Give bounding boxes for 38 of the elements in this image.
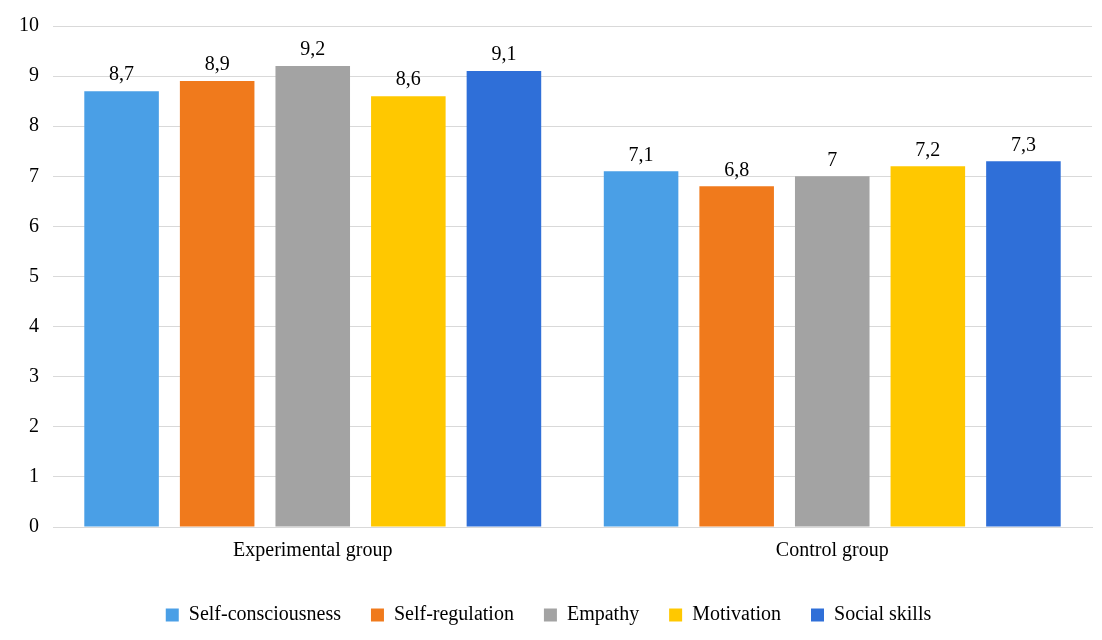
bar: [890, 166, 966, 527]
bar: [794, 176, 870, 527]
y-tick-label: 6: [29, 213, 39, 236]
y-tick-label: 8: [29, 113, 39, 136]
bar: [466, 71, 542, 527]
bar: [371, 96, 446, 527]
data-label: 8,7: [109, 62, 135, 85]
bar: [603, 171, 679, 527]
y-tick-label: 2: [29, 414, 39, 437]
data-label: 6,8: [724, 157, 750, 180]
data-label: 7: [827, 147, 838, 170]
data-label: 9,1: [491, 42, 517, 65]
y-tick-label: 1: [29, 464, 39, 487]
bar: [986, 161, 1061, 527]
data-label: 7,2: [915, 137, 941, 160]
data-label: 8,6: [395, 67, 421, 90]
bar: [179, 81, 255, 527]
bar: [84, 91, 159, 527]
y-tick-label: 10: [19, 13, 39, 36]
data-label: 8,9: [204, 52, 230, 75]
legend-label: Self-consciousness: [188, 602, 342, 625]
legend-label: Empathy: [566, 602, 640, 626]
data-label: 7,3: [1010, 132, 1036, 155]
y-tick-label: 4: [29, 313, 39, 336]
x-tick-label: Control group: [775, 538, 889, 562]
y-tick-label: 9: [29, 63, 39, 86]
data-label: 9,2: [300, 37, 326, 60]
y-tick-label: 5: [29, 263, 39, 286]
y-tick-label: 7: [29, 163, 39, 186]
y-tick-label: 3: [29, 363, 39, 386]
bar: [699, 186, 774, 527]
legend-label: Motivation: [692, 602, 782, 625]
bar: [275, 66, 351, 527]
y-tick-label: 0: [29, 514, 39, 537]
x-tick-label: Experimental group: [233, 538, 393, 562]
legend-label: Social skills: [834, 602, 932, 625]
legend-label: Self-regulation: [393, 602, 514, 626]
data-label: 7,1: [628, 142, 654, 165]
